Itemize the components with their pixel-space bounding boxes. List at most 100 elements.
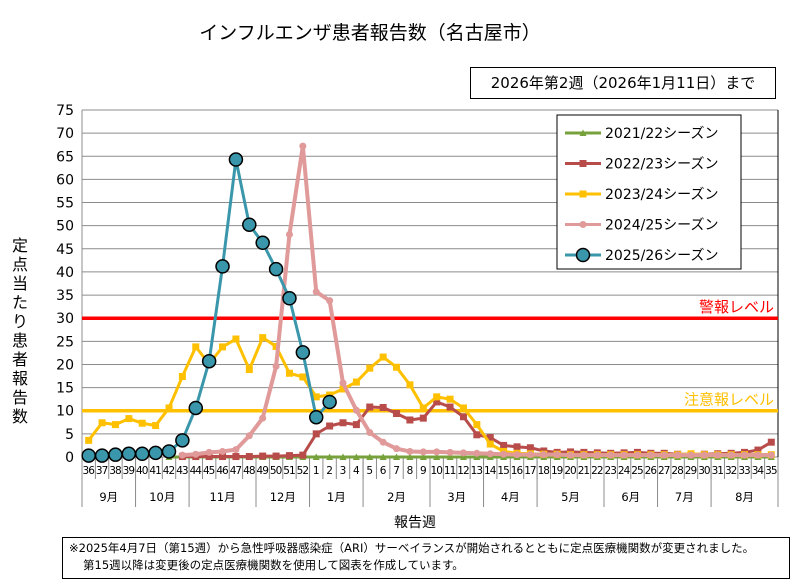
legend: 2021/22シーズン 2022/23シーズン 2023/24シーズン 2024/25… (556, 114, 742, 270)
x-tick-label: 15 (497, 465, 509, 477)
x-tick-label: 12 (457, 465, 469, 477)
data-point-square (339, 419, 347, 427)
data-point-square (366, 364, 374, 372)
data-point-circle (219, 447, 227, 455)
data-point-triangle (406, 453, 414, 460)
data-point-circle (366, 428, 374, 436)
data-point-triangle (433, 453, 441, 460)
data-point-square (111, 421, 119, 429)
data-point-square (473, 431, 481, 439)
x-tick-label: 35 (765, 465, 777, 477)
data-point-square (326, 422, 334, 430)
data-point-square (178, 372, 186, 380)
data-point-square (85, 436, 93, 444)
x-tick-label: 4 (353, 465, 360, 477)
x-tick-label: 32 (725, 465, 737, 477)
data-point-square (433, 393, 441, 401)
month-label: 7月 (675, 490, 694, 504)
data-point-circle (607, 451, 615, 459)
data-point-circle (285, 230, 293, 238)
x-tick-label: 11 (444, 465, 456, 477)
data-point-circle (295, 345, 311, 360)
data-point-square (500, 441, 508, 449)
x-tick-label: 42 (163, 465, 175, 477)
x-tick-label: 20 (564, 465, 576, 477)
month-label: 5月 (561, 490, 580, 504)
data-point-circle (148, 445, 163, 461)
data-point-square (473, 421, 481, 429)
y-tick-label: 35 (56, 288, 74, 304)
y-tick-label: 55 (56, 196, 74, 212)
data-point-triangle (312, 453, 320, 460)
data-point-triangle (459, 453, 467, 460)
month-label: 9月 (99, 490, 118, 504)
data-point-square (579, 190, 587, 198)
x-tick-label: 41 (149, 465, 161, 477)
data-point-square (446, 403, 454, 411)
month-label: 1月 (327, 490, 346, 504)
data-point-square (459, 404, 467, 412)
data-point-square (219, 453, 227, 461)
legend-label: 2021/22シーズン (605, 126, 718, 142)
footnote-line-1: ※2025年4月7日（第15週）から急性呼吸器感染症（ARI）サーベイランスが開… (69, 541, 755, 555)
data-point-square (259, 452, 267, 460)
legend-box (556, 114, 742, 270)
x-tick-label: 23 (605, 465, 617, 477)
month-label: 11月 (209, 490, 235, 504)
x-tick-label: 16 (511, 465, 524, 477)
data-point-square (419, 404, 427, 412)
reference-line-label: 注意報レベル (684, 391, 774, 409)
data-point-square (219, 343, 227, 351)
data-point-circle (620, 451, 628, 459)
data-point-circle (647, 451, 655, 459)
x-tick-label: 5 (366, 465, 373, 477)
data-point-circle (633, 451, 641, 459)
data-point-circle (268, 261, 284, 277)
data-point-circle (282, 291, 297, 306)
month-label: 3月 (447, 490, 466, 504)
x-tick-label: 21 (578, 465, 590, 477)
data-point-circle (175, 433, 190, 448)
data-point-triangle (379, 453, 387, 460)
data-point-square (754, 446, 762, 454)
data-point-square (526, 444, 534, 452)
month-label: 6月 (621, 490, 640, 504)
data-point-triangle (393, 453, 401, 460)
x-tick-label: 17 (524, 465, 536, 477)
data-point-square (272, 452, 280, 460)
data-point-square (513, 443, 521, 451)
y-tick-label: 75 (56, 103, 74, 119)
data-point-circle (500, 450, 508, 458)
data-point-square (299, 373, 307, 381)
data-point-square (767, 438, 775, 446)
legend-label: 2024/25シーズン (605, 218, 718, 234)
series-3 (178, 142, 775, 459)
y-tick-label: 5 (65, 427, 74, 443)
data-point-circle (473, 449, 481, 457)
legend-label: 2025/26シーズン (605, 248, 718, 264)
x-tick-label: 37 (96, 465, 108, 477)
x-tick-label: 31 (712, 465, 724, 477)
data-point-circle (312, 288, 320, 296)
data-point-square (406, 381, 414, 389)
data-point-circle (205, 448, 213, 456)
data-point-circle (242, 217, 257, 232)
x-tick-label: 45 (203, 465, 215, 477)
x-tick-label: 38 (109, 465, 121, 477)
x-tick-label: 8 (407, 465, 414, 477)
data-point-circle (433, 448, 441, 456)
data-point-square (379, 353, 387, 361)
data-point-circle (272, 362, 280, 370)
data-point-circle (575, 247, 591, 263)
month-label: 10月 (149, 490, 175, 504)
x-tick-label: 43 (176, 465, 188, 477)
data-point-square (299, 451, 307, 459)
data-point-square (366, 403, 374, 411)
y-tick-label: 25 (56, 334, 74, 350)
y-tick-label: 20 (56, 357, 74, 373)
y-tick-label: 45 (56, 242, 74, 258)
y-tick-label: 30 (56, 311, 74, 327)
chart-subtitle: 2026年第2週（2026年1月11日）まで (470, 67, 776, 99)
y-tick-label: 60 (56, 172, 74, 188)
month-label: 12月 (270, 490, 296, 504)
